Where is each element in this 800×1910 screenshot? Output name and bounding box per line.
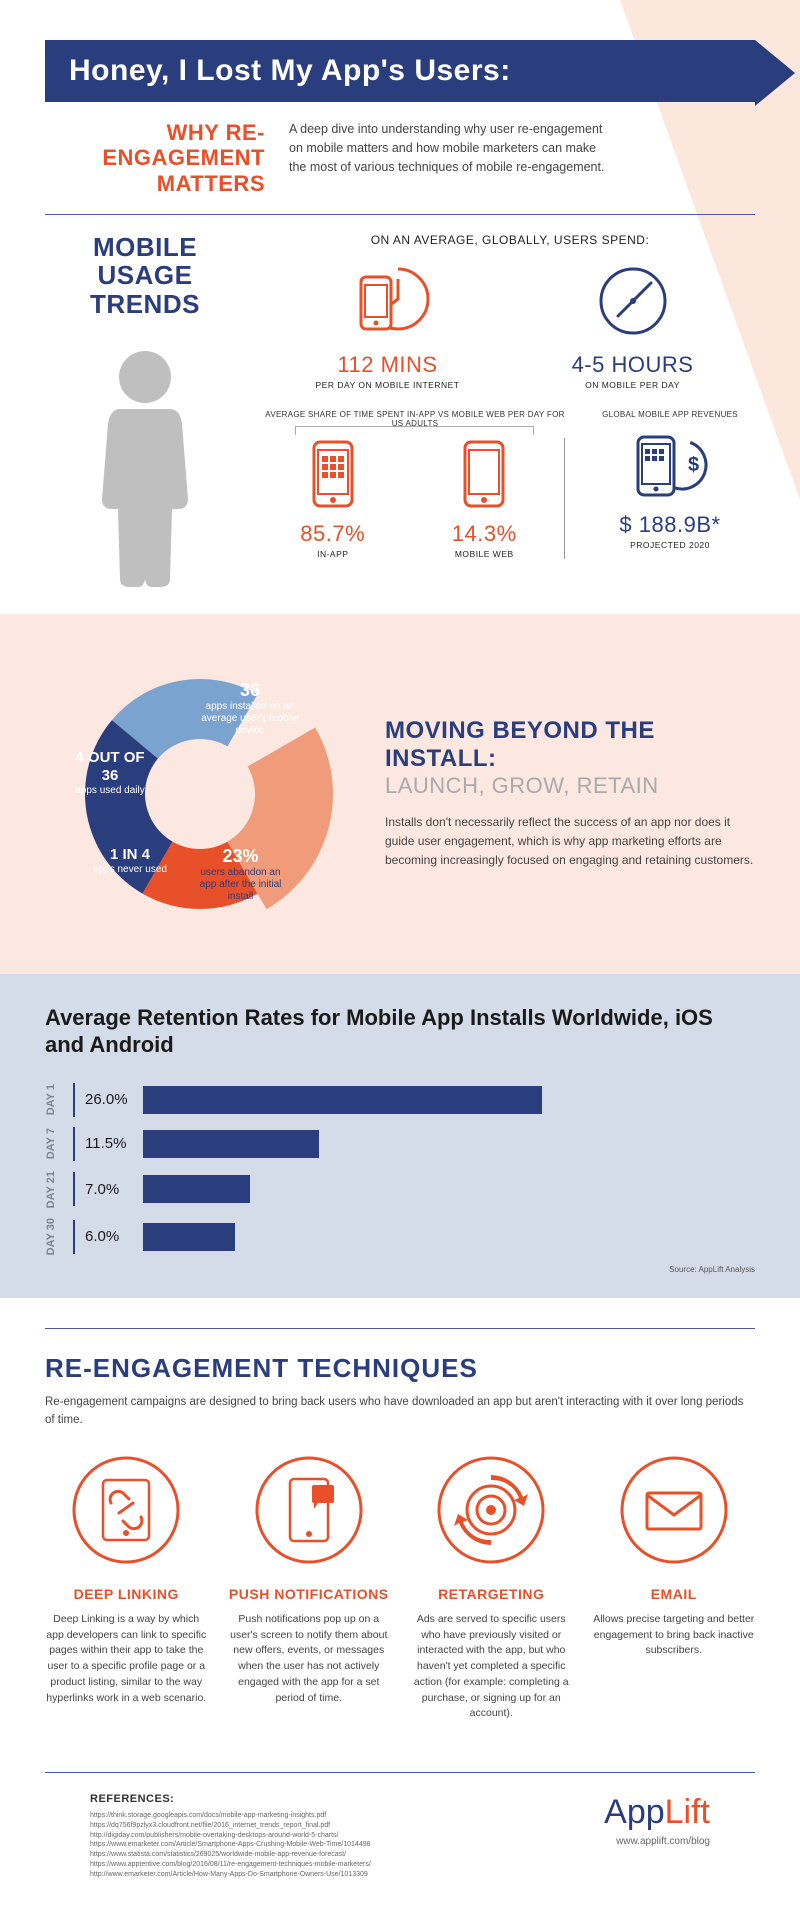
intro-text: A deep dive into understanding why user … bbox=[289, 120, 609, 196]
person-icon bbox=[80, 349, 210, 589]
techniques-sub: Re-engagement campaigns are designed to … bbox=[45, 1394, 755, 1429]
chart-row: DAY 306.0% bbox=[45, 1218, 755, 1255]
phone-apps-icon bbox=[308, 438, 358, 510]
main-title: Honey, I Lost My App's Users: bbox=[45, 40, 755, 102]
push-icon bbox=[254, 1455, 364, 1565]
stat-revenue: $ $ 188.9B* PROJECTED 2020 bbox=[585, 429, 755, 550]
donut-heading1: MOVING BEYOND THE INSTALL: bbox=[385, 717, 755, 773]
phone-clock-icon bbox=[343, 261, 433, 341]
technique-link: DEEP LINKING Deep Linking is a way by wh… bbox=[45, 1455, 208, 1722]
trends-caption: ON AN AVERAGE, GLOBALLY, USERS SPEND: bbox=[265, 233, 755, 247]
refs-heading: REFERENCES: bbox=[90, 1793, 371, 1805]
retention-chart: DAY 126.0% DAY 711.5% DAY 217.0% DAY 306.0% bbox=[45, 1083, 755, 1256]
subcap-right: GLOBAL MOBILE APP REVENUES bbox=[585, 410, 755, 419]
technique-target: RETARGETING Ads are served to specific u… bbox=[410, 1455, 573, 1722]
donut-body: Installs don't necessarily reflect the s… bbox=[385, 813, 755, 871]
stat-mobileweb: 14.3% MOBILE WEB bbox=[417, 438, 553, 559]
phone-web-icon bbox=[459, 438, 509, 510]
retention-heading: Average Retention Rates for Mobile App I… bbox=[45, 1004, 755, 1059]
phone-dollar-icon: $ bbox=[630, 429, 710, 501]
subtitle: WHY RE-ENGAGEMENTMATTERS bbox=[45, 120, 265, 196]
logo: AppLift www.applift.com/blog bbox=[604, 1793, 710, 1847]
refs-list: https://think.storage.googleapis.com/doc… bbox=[90, 1811, 371, 1880]
svg-text:$: $ bbox=[688, 454, 699, 476]
chart-row: DAY 126.0% bbox=[45, 1083, 755, 1117]
technique-push: PUSH NOTIFICATIONS Push notifications po… bbox=[228, 1455, 391, 1722]
donut-heading2: LAUNCH, GROW, RETAIN bbox=[385, 773, 755, 799]
donut-chart: 36apps installed on an average user's mo… bbox=[45, 654, 355, 934]
trends-heading: MOBILE USAGETRENDS bbox=[45, 233, 245, 319]
chart-source: Source: AppLift Analysis bbox=[45, 1265, 755, 1274]
chart-row: DAY 217.0% bbox=[45, 1171, 755, 1208]
target-icon bbox=[436, 1455, 546, 1565]
stat-inapp: 85.7% IN-APP bbox=[265, 438, 401, 559]
email-icon bbox=[619, 1455, 729, 1565]
chart-row: DAY 711.5% bbox=[45, 1127, 755, 1161]
link-icon bbox=[71, 1455, 181, 1565]
clock-icon bbox=[593, 261, 673, 341]
stat-mobile-mins: 112 MINS PER DAY ON MOBILE INTERNET bbox=[265, 261, 510, 390]
stat-hours: 4-5 HOURS ON MOBILE PER DAY bbox=[510, 261, 755, 390]
technique-email: EMAIL Allows precise targeting and bette… bbox=[593, 1455, 756, 1722]
techniques-heading: RE-ENGAGEMENT TECHNIQUES bbox=[45, 1328, 755, 1384]
